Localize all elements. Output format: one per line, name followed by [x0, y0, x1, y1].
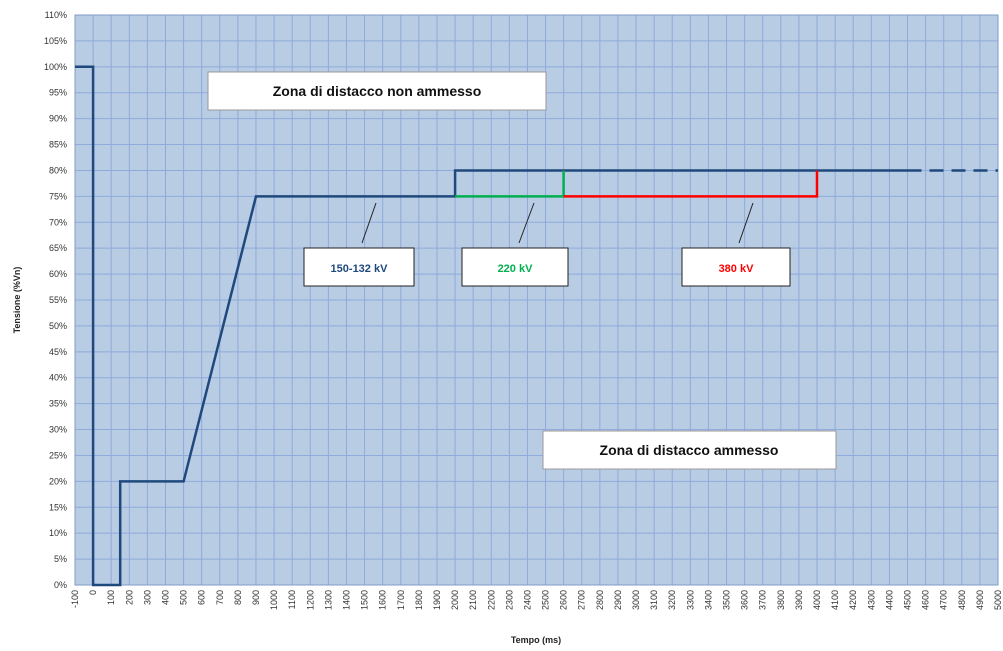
x-tick-label: 3600	[740, 590, 750, 610]
x-tick-label: 4000	[812, 590, 822, 610]
callout-line-380kv	[738, 202, 754, 244]
x-tick-label: 4900	[975, 590, 985, 610]
y-tick-label: 15%	[49, 502, 67, 512]
x-tick-label: 4700	[939, 590, 949, 610]
zone-not-allowed-box	[207, 71, 547, 111]
x-tick-label: 4300	[866, 590, 876, 610]
y-tick-label: 50%	[49, 321, 67, 331]
y-tick-label: 110%	[45, 10, 67, 20]
x-tick-label: 3500	[722, 590, 732, 610]
x-axis-title: Tempo (ms)	[511, 635, 561, 645]
callout-line-220kv	[518, 202, 535, 244]
x-tick-label: 2900	[613, 590, 623, 610]
x-tick-label: 3300	[685, 590, 695, 610]
y-tick-label: 80%	[49, 165, 67, 175]
x-tick-label: 4400	[884, 590, 894, 610]
y-tick-label: 105%	[44, 36, 67, 46]
x-tick-label: 4500	[903, 590, 913, 610]
x-tick-label: 1600	[378, 590, 388, 610]
y-tick-label: 0%	[54, 580, 67, 590]
y-tick-label: 40%	[49, 373, 67, 383]
x-tick-label: 4100	[830, 590, 840, 610]
y-tick-label: 25%	[49, 450, 67, 460]
x-tick-label: 3100	[649, 590, 659, 610]
zone-allowed-box	[542, 430, 837, 470]
x-axis-ticks: -100 0 100 200 300 400 500 600 700 800 900 1000 1100…	[70, 590, 1003, 610]
x-tick-label: 2700	[577, 590, 587, 610]
series-line-3	[563, 170, 819, 198]
y-tick-label: 100%	[44, 62, 67, 72]
x-tick-label: 2200	[486, 590, 496, 610]
x-tick-label: 3700	[758, 590, 768, 610]
x-tick-label: 1800	[414, 590, 424, 610]
x-tick-label: 1400	[341, 590, 351, 610]
y-tick-label: 45%	[49, 347, 67, 357]
x-tick-label: 4800	[957, 590, 967, 610]
x-tick-label: 800	[233, 590, 243, 605]
x-tick-label: 1300	[323, 590, 333, 610]
callout-label-220kv: 220 kV	[498, 263, 534, 275]
y-tick-label: 5%	[54, 554, 67, 564]
x-tick-label: 3200	[667, 590, 677, 610]
x-tick-label: 3000	[631, 590, 641, 610]
series-line-0	[75, 65, 908, 587]
y-tick-label: 35%	[49, 399, 67, 409]
plot-border	[74, 14, 999, 586]
y-tick-label: 55%	[49, 295, 67, 305]
x-tick-label: 2300	[504, 590, 514, 610]
x-tick-label: 700	[215, 590, 225, 605]
y-tick-label: 75%	[49, 191, 67, 201]
y-tick-label: 90%	[49, 114, 67, 124]
y-tick-label: 70%	[49, 217, 67, 227]
x-tick-label: 5000	[993, 590, 1003, 610]
x-tick-label: 2500	[541, 590, 551, 610]
y-tick-label: 60%	[49, 269, 67, 279]
x-tick-label: 0	[88, 590, 98, 595]
callout-box-380kv	[681, 247, 791, 287]
x-tick-label: 600	[197, 590, 207, 605]
x-tick-label: 2800	[595, 590, 605, 610]
y-tick-label: 85%	[49, 140, 67, 150]
series	[75, 65, 998, 587]
y-tick-label: 10%	[49, 528, 67, 538]
x-tick-label: 2100	[468, 590, 478, 610]
x-tick-label: 500	[179, 590, 189, 605]
x-tick-label: 4600	[921, 590, 931, 610]
x-tick-label: 1000	[269, 590, 279, 610]
x-tick-label: 4200	[848, 590, 858, 610]
x-tick-label: 2400	[522, 590, 532, 610]
x-tick-label: 1700	[396, 590, 406, 610]
y-tick-label: 20%	[49, 476, 67, 486]
x-tick-label: 2000	[450, 590, 460, 610]
callout-box-220kv	[461, 247, 569, 287]
x-tick-label: 200	[124, 590, 134, 605]
x-tick-label: 900	[251, 590, 261, 605]
y-tick-label: 65%	[49, 243, 67, 253]
x-tick-label: 1900	[432, 590, 442, 610]
callout-box-150-132kv	[303, 247, 415, 287]
x-tick-label: 3800	[776, 590, 786, 610]
zone-not-allowed-label: Zona di distacco non ammesso	[273, 83, 482, 99]
x-tick-label: 3400	[703, 590, 713, 610]
x-tick-label: 400	[160, 590, 170, 605]
x-tick-label: 300	[142, 590, 152, 605]
x-tick-label: 2600	[559, 590, 569, 610]
x-tick-label: 100	[106, 590, 116, 605]
callout-label-150-132kv: 150-132 kV	[331, 263, 389, 275]
y-tick-label: 30%	[49, 425, 67, 435]
y-tick-label: 95%	[49, 88, 67, 98]
x-tick-label: 1200	[305, 590, 315, 610]
callout-label-380kv: 380 kV	[719, 263, 755, 275]
y-axis-ticks: 0% 5% 10% 15% 20% 25% 30% 35% 40% 45% 50% 55% 60% 65%…	[44, 10, 67, 590]
x-tick-label: 1500	[360, 590, 370, 610]
zone-allowed-label: Zona di distacco ammesso	[600, 442, 779, 458]
x-tick-label: -100	[70, 590, 80, 608]
x-tick-label: 3900	[794, 590, 804, 610]
y-axis-title: Tensione (%Vn)	[12, 267, 22, 334]
x-tick-label: 1100	[287, 590, 297, 609]
callout-line-150-132kv	[361, 202, 377, 244]
